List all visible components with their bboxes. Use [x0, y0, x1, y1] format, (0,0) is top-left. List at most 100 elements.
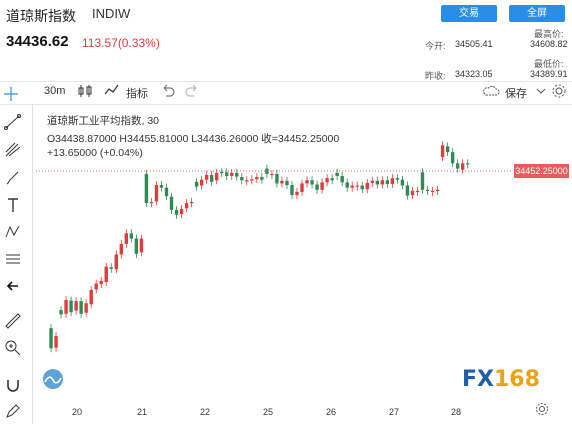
candle — [280, 176, 284, 188]
candle-body — [109, 267, 113, 269]
candle — [355, 181, 359, 191]
forecast-icon — [6, 254, 20, 264]
candle — [174, 205, 179, 219]
prev-close-label: 昨收: — [425, 71, 446, 81]
app-logo-icon — [43, 369, 63, 389]
candle-body — [79, 301, 83, 314]
candle — [345, 178, 349, 192]
candle-body — [390, 178, 395, 184]
prev-close-value: 34323.05 — [455, 69, 493, 79]
candle — [49, 324, 53, 353]
high-value: 34608.82 — [530, 39, 568, 49]
candle — [220, 167, 224, 177]
candle — [139, 234, 144, 257]
candle — [119, 239, 123, 259]
magnet-tool[interactable] — [3, 375, 23, 395]
candle — [410, 186, 415, 200]
candle-body — [305, 180, 309, 184]
candle-body — [425, 189, 430, 191]
candle — [460, 159, 465, 174]
candle — [295, 187, 299, 200]
candle — [305, 176, 309, 188]
pattern-tool[interactable] — [3, 222, 23, 242]
candle-body — [270, 173, 274, 176]
chevron-down-icon[interactable] — [532, 82, 550, 100]
settings-icon[interactable] — [535, 402, 549, 416]
candle-body — [225, 172, 229, 177]
legend-change: +13.65000 (+0.04%) — [47, 147, 143, 159]
crosshair-icon[interactable] — [2, 85, 20, 103]
candle — [450, 148, 455, 168]
cloud-icon[interactable] — [482, 82, 500, 100]
measure-lines-tool[interactable] — [3, 249, 23, 269]
candle — [350, 181, 354, 192]
gear-icon[interactable] — [550, 82, 568, 100]
pencil-lock-icon — [6, 404, 20, 418]
candle-body — [214, 172, 219, 181]
x-tick-label: 20 — [71, 407, 83, 417]
candle — [209, 170, 214, 186]
candle — [149, 197, 154, 208]
candle — [225, 168, 229, 181]
text-tool[interactable] — [3, 195, 23, 215]
zoom-tool[interactable] — [3, 338, 23, 358]
candle-body — [300, 183, 304, 192]
trendline-icon — [4, 114, 21, 130]
candle — [169, 192, 174, 214]
candle-body — [134, 238, 139, 254]
interval-selector[interactable]: 30m — [44, 85, 66, 97]
fib-tool[interactable] — [3, 140, 23, 160]
candle-body — [465, 163, 470, 165]
candle — [54, 332, 58, 352]
instrument-code: INDIW — [92, 6, 131, 21]
ruler-tool[interactable] — [3, 311, 23, 331]
open-value: 34505.41 — [455, 39, 493, 49]
candle — [94, 279, 98, 294]
x-tick-label: 26 — [325, 407, 337, 417]
instrument-name: 道琼斯指数 — [6, 8, 76, 24]
candle — [390, 174, 395, 188]
fullscreen-button[interactable]: 全屏 — [509, 5, 565, 22]
indicators-icon[interactable] — [103, 82, 121, 100]
candle — [370, 176, 374, 187]
candle — [235, 168, 239, 181]
redo-icon[interactable] — [183, 82, 201, 100]
undo-icon[interactable] — [159, 82, 177, 100]
candle — [134, 234, 139, 258]
candle — [79, 297, 83, 318]
candle-body — [54, 336, 58, 348]
magnet-icon — [7, 380, 19, 392]
candle — [179, 204, 184, 219]
candle-body — [220, 171, 224, 173]
candle — [250, 175, 254, 185]
candle-body — [345, 182, 349, 188]
text-icon — [8, 198, 18, 212]
candle-body — [370, 180, 374, 183]
candle-body — [194, 181, 199, 187]
save-button[interactable]: 保存 — [505, 88, 527, 100]
candle-body — [450, 152, 455, 164]
candle — [84, 299, 88, 317]
brush-tool[interactable] — [3, 168, 23, 188]
candle — [380, 176, 385, 189]
trade-button[interactable]: 交易 — [441, 5, 497, 22]
candles-icon[interactable] — [76, 82, 94, 100]
back-tool[interactable] — [3, 276, 23, 296]
candle-body — [365, 182, 369, 190]
trendline-tool[interactable] — [3, 112, 23, 132]
indicators-button[interactable]: 指标 — [126, 88, 148, 100]
lock-tool[interactable] — [3, 401, 23, 421]
candle-body — [265, 168, 269, 174]
candle-body — [420, 172, 425, 190]
brand-fx: FX — [462, 367, 494, 392]
candle-body — [260, 177, 264, 180]
candle — [214, 168, 219, 185]
candle — [260, 173, 264, 184]
x-tick-label: 25 — [262, 407, 274, 417]
candle-body — [144, 173, 149, 204]
candle — [245, 176, 249, 186]
candle-body — [460, 163, 465, 170]
candle-body — [290, 185, 294, 196]
